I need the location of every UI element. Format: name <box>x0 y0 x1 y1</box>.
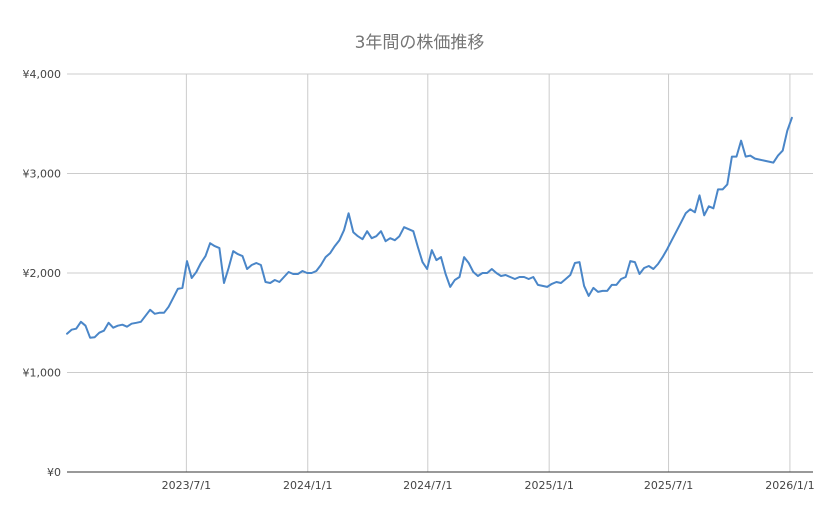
y-tick-label: ¥0 <box>47 466 61 479</box>
x-tick-label: 2025/1/1 <box>524 479 573 492</box>
x-tick-label: 2023/7/1 <box>162 479 211 492</box>
x-tick-label: 2024/7/1 <box>403 479 452 492</box>
y-tick-label: ¥2,000 <box>23 267 62 280</box>
y-tick-label: ¥1,000 <box>23 367 62 380</box>
x-tick-label: 2024/1/1 <box>283 479 332 492</box>
chart-title: 3年間の株価推移 <box>354 33 485 53</box>
x-tick-label: 2025/7/1 <box>644 479 693 492</box>
x-tick-label: 2026/1/1 <box>765 479 814 492</box>
y-tick-label: ¥3,000 <box>23 168 62 181</box>
y-tick-label: ¥4,000 <box>23 68 62 81</box>
series-line <box>66 116 793 339</box>
